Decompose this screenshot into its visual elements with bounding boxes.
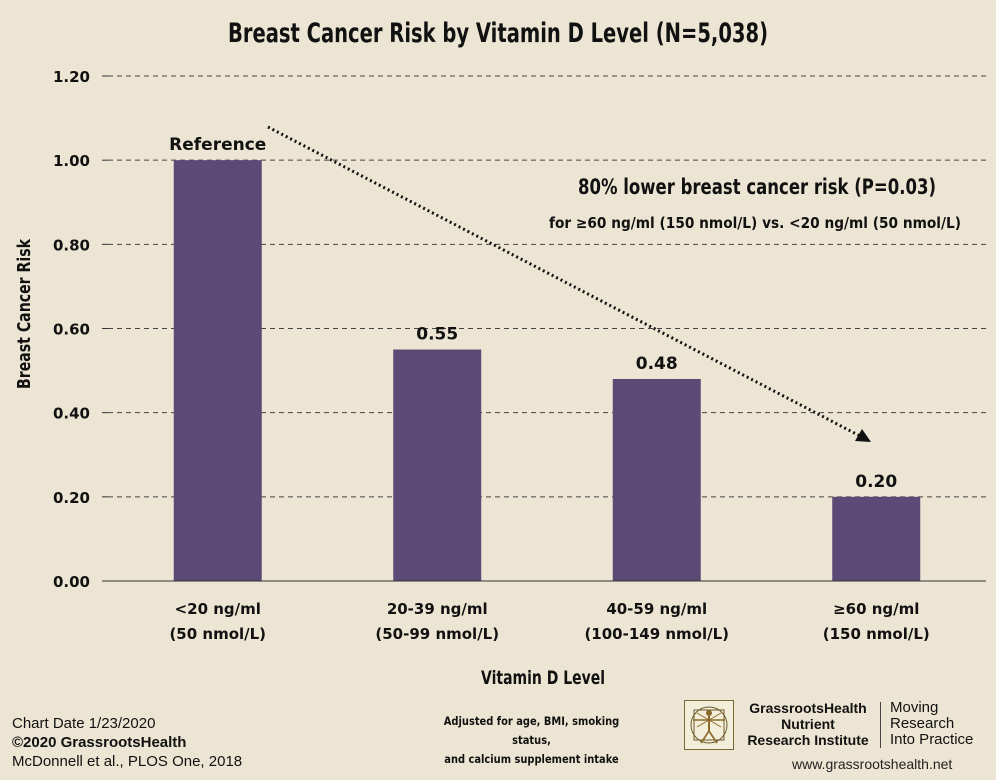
data-labels: Reference 0.55 0.48 0.20 [169,135,897,492]
bar-chart: Breast Cancer Risk by Vitamin D Level (N… [14,18,986,689]
x-axis-label: Vitamin D Level [481,667,605,689]
bar [832,496,921,581]
tagline-line-3: Into Practice [890,731,974,748]
y-tick-label: 1.00 [53,152,90,170]
logo-divider [880,702,881,748]
x-tick-label: (100-149 nmol/L) [584,625,729,643]
x-tick-label: (150 nmol/L) [823,625,930,643]
organization-name: GrassrootsHealth Nutrient Research Insti… [738,700,878,748]
chart-date: Chart Date 1/23/2020 [12,715,156,732]
x-tick-label: <20 ng/ml [175,600,261,618]
org-name-line-2: Nutrient [781,716,835,732]
chart-title: Breast Cancer Risk by Vitamin D Level (N… [228,18,768,49]
y-tick-label: 0.00 [53,573,90,591]
org-name-line-3: Research Institute [747,732,869,748]
bar-value-label: 0.55 [416,325,458,345]
y-tick-label: 0.40 [53,405,90,423]
x-tick-label: ≥60 ng/ml [833,600,919,618]
trend-arrow-line [267,125,863,439]
x-axis-ticks: <20 ng/ml (50 nmol/L) 20-39 ng/ml (50-99 nm… [169,600,929,643]
tagline-line-1: Moving [890,699,939,716]
adjustment-line-1: Adjusted for age, BMI, smoking status, [443,714,620,747]
footer-credits: Chart Date 1/23/2020 ©2020 GrassrootsHea… [12,714,242,771]
vitruvian-man-icon [684,700,734,750]
tagline: Moving Research Into Practice [890,700,996,748]
y-tick-label: 0.80 [53,236,90,254]
adjustment-line-2: and calcium supplement intake [444,752,619,766]
bar [173,160,262,581]
y-tick-label: 0.20 [53,489,90,507]
y-axis-ticks: 0.00 0.20 0.40 0.60 0.80 1.00 1.20 [53,68,108,591]
tagline-line-2: Research [890,715,955,732]
website-url: www.grassrootshealth.net [792,756,953,772]
annotation-detail: for ≥60 ng/ml (150 nmol/L) vs. <20 ng/ml… [549,214,961,232]
citation: McDonnell et al., PLOS One, 2018 [12,753,243,770]
y-axis-label: Breast Cancer Risk [14,238,35,389]
x-tick-label: 20-39 ng/ml [387,600,488,618]
adjustment-note: Adjusted for age, BMI, smoking status, a… [424,712,639,769]
trend-arrow-head [855,429,871,442]
copyright: ©2020 GrassrootsHealth [12,734,187,751]
x-tick-label: (50-99 nmol/L) [375,625,499,643]
bar-value-label: 0.20 [855,472,897,492]
bar-value-label: Reference [169,135,266,155]
annotation-headline: 80% lower breast cancer risk (P=0.03) [578,175,936,199]
bar [393,349,482,581]
bar [612,379,701,581]
y-tick-label: 0.60 [53,321,90,339]
bar-value-label: 0.48 [636,354,678,374]
bars [173,160,921,581]
x-tick-label: 40-59 ng/ml [606,600,707,618]
org-name-line-1: GrassrootsHealth [749,700,867,716]
y-tick-label: 1.20 [53,68,90,86]
x-tick-label: (50 nmol/L) [169,625,266,643]
